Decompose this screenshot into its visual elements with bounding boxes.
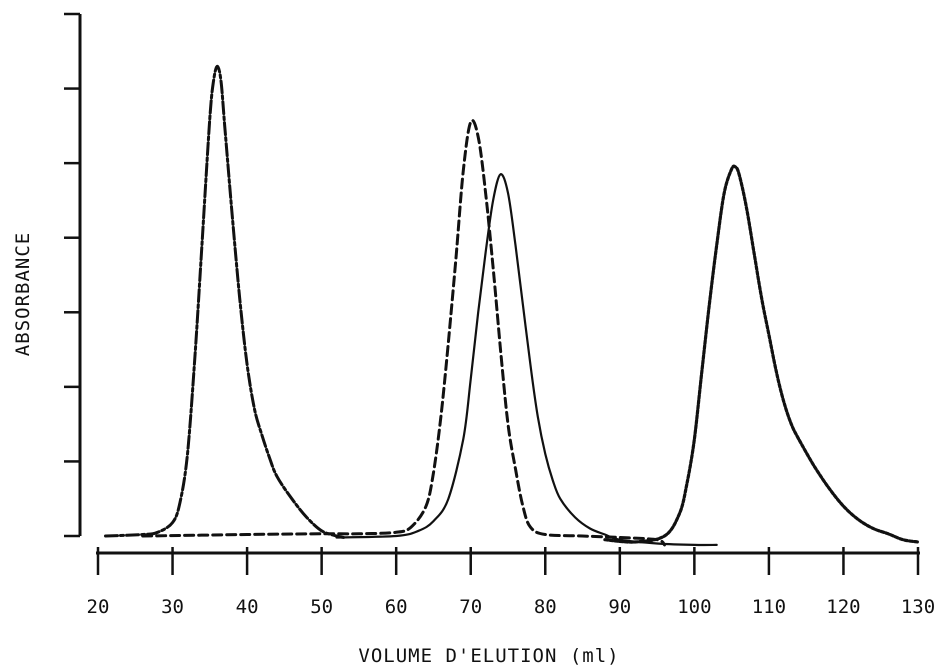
x-tick-label-9: 110 [752,596,786,618]
y-axis-ticks [64,12,80,538]
y-axis-label: ABSORBANCE [12,232,34,356]
plot-area [104,64,920,547]
x-axis-ticks: 20 30 40 50 60 70 80 90 100 110 120 130 [87,547,935,618]
x-tick-label-7: 90 [608,596,631,618]
x-tick-label-3: 50 [310,596,333,618]
series-3-dotted-line [603,164,920,544]
x-tick-label-5: 70 [459,596,482,618]
x-tick-label-10: 120 [826,596,860,618]
x-tick-label-0: 20 [87,596,110,618]
x-tick-label-4: 60 [385,596,408,618]
series-1-dashed-line [141,118,666,547]
series-0-dash-dot-line [104,64,346,539]
x-tick-label-1: 30 [161,596,184,618]
x-tick-label-8: 100 [677,596,711,618]
series-2-solid-line [335,173,718,547]
x-tick-label-11: 130 [901,596,935,618]
x-tick-label-6: 80 [534,596,557,618]
x-axis-label: VOLUME D'ELUTION (ml) [358,645,619,667]
x-tick-label-2: 40 [236,596,259,618]
